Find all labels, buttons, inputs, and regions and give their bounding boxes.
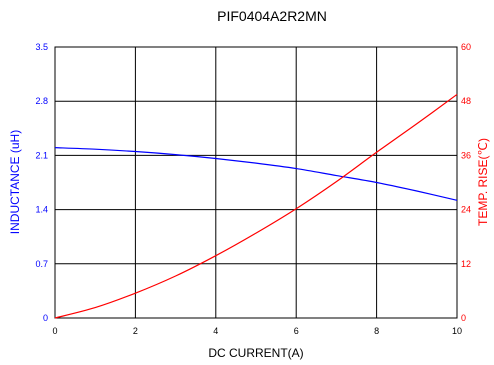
- x-tick-label-5: 10: [452, 326, 462, 336]
- y-left-axis-label: INDUCTANCE (uH): [8, 130, 22, 234]
- x-tick-labels: 0 2 4 6 8 10: [52, 326, 462, 336]
- series-layer: [54, 93, 458, 319]
- x-axis-label: DC CURRENT(A): [208, 346, 303, 360]
- y-left-tick-label-3: 2.1: [35, 150, 48, 160]
- x-tick-label-3: 6: [294, 326, 299, 336]
- y-right-tick-label-4: 48: [461, 96, 471, 106]
- temp-rise-series-line: [54, 93, 458, 319]
- y-left-tick-label-5: 3.5: [35, 42, 48, 52]
- y-left-tick-label-1: 0.7: [35, 259, 48, 269]
- x-tick-label-2: 4: [213, 326, 218, 336]
- inductance-series-line: [54, 147, 458, 201]
- plot-frame: [54, 46, 458, 319]
- y-right-tick-label-1: 12: [461, 259, 471, 269]
- y-right-axis-label: TEMP. RISE(℃): [476, 138, 490, 226]
- y-right-tick-label-0: 0: [461, 313, 466, 323]
- x-tick-label-4: 8: [374, 326, 379, 336]
- y-left-tick-label-2: 1.4: [35, 205, 48, 215]
- y-left-tick-label-0: 0: [43, 313, 48, 323]
- x-tick-label-0: 0: [52, 326, 57, 336]
- y-right-tick-labels: 0 12 24 36 48 60: [461, 42, 471, 323]
- y-left-tick-label-4: 2.8: [35, 96, 48, 106]
- grid-lines: [54, 46, 458, 319]
- y-right-tick-label-5: 60: [461, 42, 471, 52]
- x-tick-label-1: 2: [133, 326, 138, 336]
- y-right-tick-label-3: 36: [461, 150, 471, 160]
- chart-title: PIF0404A2R2MN: [217, 8, 327, 24]
- y-left-tick-labels: 0 0.7 1.4 2.1 2.8 3.5: [35, 42, 48, 323]
- y-right-tick-label-2: 24: [461, 205, 471, 215]
